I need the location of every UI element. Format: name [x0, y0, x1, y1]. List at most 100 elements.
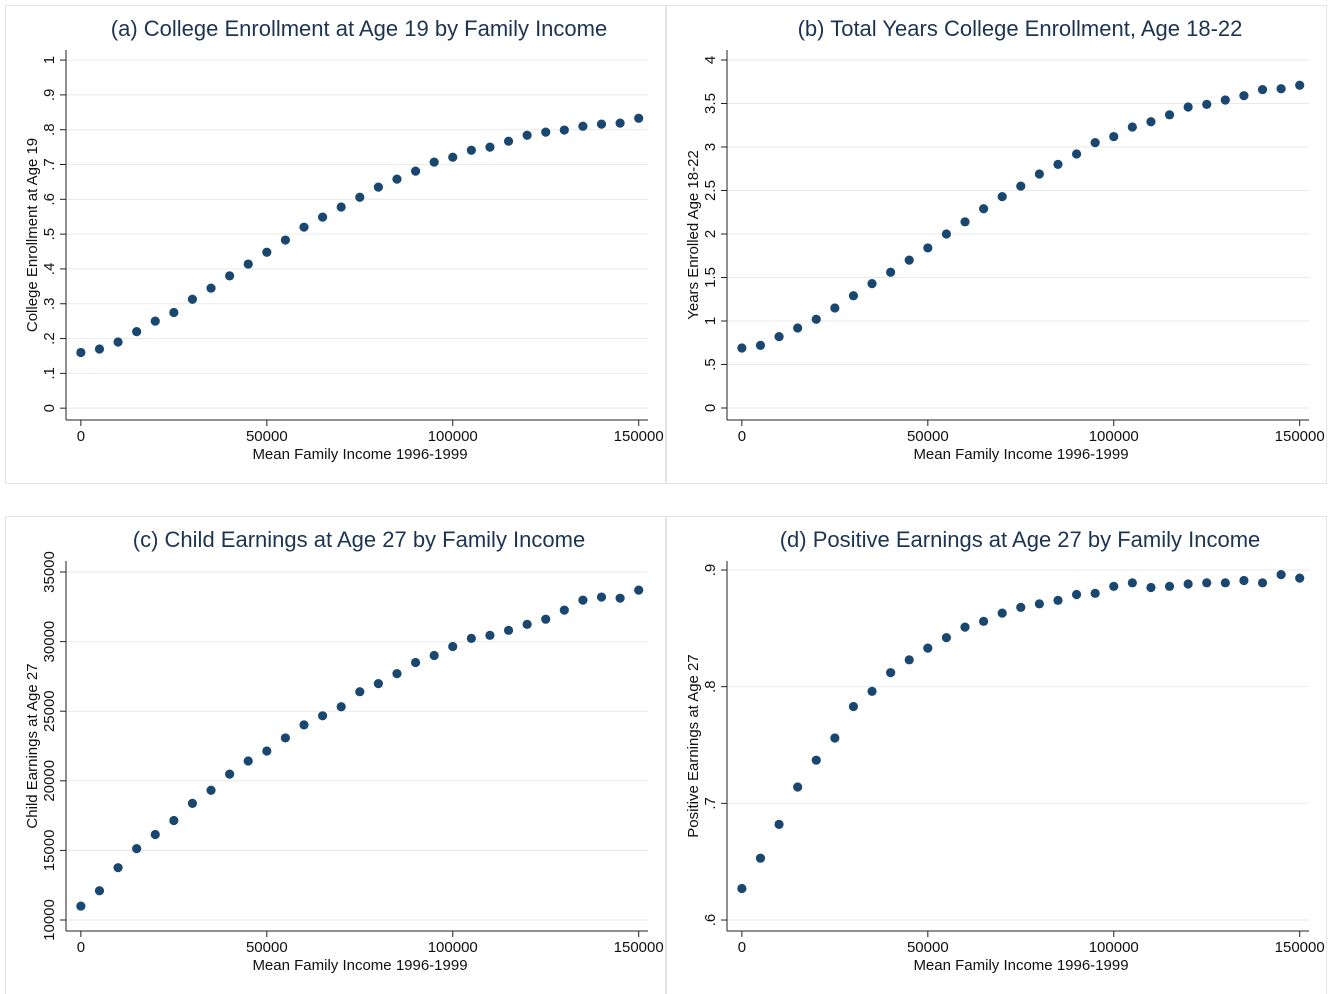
point [206, 785, 216, 795]
point [410, 166, 421, 176]
y-tick-label: .3 [41, 297, 58, 310]
point [410, 657, 421, 668]
x-tick-label: 100000 [428, 939, 478, 956]
point [774, 332, 784, 342]
y-tick-label: 3.5 [702, 93, 719, 114]
point [941, 633, 952, 643]
y-tick-label: .5 [702, 358, 719, 371]
point [318, 212, 328, 222]
point [886, 267, 896, 277]
point [1164, 581, 1175, 591]
panel: (d) Positive Earnings at Age 27 by Famil… [666, 516, 1327, 994]
panel-frame [5, 5, 666, 484]
point [1090, 588, 1100, 598]
point [429, 650, 439, 661]
point [830, 733, 840, 743]
y-tick-label: 2 [702, 230, 719, 238]
point [1164, 110, 1175, 120]
x-tick-label: 150000 [1275, 428, 1325, 445]
point [793, 323, 803, 333]
x-axis-label: Mean Family Income 1996-1999 [913, 957, 1128, 974]
x-tick-label: 0 [738, 939, 746, 956]
point [1183, 579, 1193, 589]
point [1257, 84, 1268, 95]
point [634, 585, 644, 595]
point [1202, 99, 1212, 109]
point [1127, 578, 1137, 588]
y-tick-label: 1 [702, 317, 719, 325]
point [113, 863, 123, 873]
y-tick-label: .5 [41, 228, 58, 241]
point [392, 669, 402, 679]
chart-title: (a) College Enrollment at Age 19 by Fami… [111, 16, 607, 41]
y-tick-label: .6 [41, 193, 58, 206]
point [280, 733, 291, 743]
point [336, 202, 346, 212]
point [522, 619, 532, 629]
point [113, 337, 123, 347]
point [1090, 138, 1100, 148]
point [1220, 578, 1230, 588]
point [811, 314, 821, 324]
point [960, 217, 970, 227]
y-tick-label: 0 [41, 404, 58, 412]
panel-frame [5, 516, 666, 994]
point [373, 182, 383, 192]
point [243, 259, 253, 269]
point [811, 755, 821, 765]
point [355, 687, 365, 697]
point [429, 157, 439, 167]
point [997, 191, 1007, 202]
point [1239, 575, 1249, 586]
point [318, 711, 328, 721]
point [1034, 599, 1044, 609]
y-tick-label: 1.5 [702, 267, 719, 288]
y-tick-label: 10000 [41, 899, 58, 941]
point [522, 130, 532, 140]
panel: (a) College Enrollment at Age 19 by Fami… [5, 5, 666, 484]
y-tick-label: 20000 [41, 760, 58, 802]
x-axis-label: Mean Family Income 1996-1999 [913, 446, 1128, 463]
chart-title: (b) Total Years College Enrollment, Age … [798, 16, 1243, 41]
y-tick-label: 0 [702, 404, 719, 412]
point [1183, 102, 1193, 112]
point [848, 291, 859, 301]
point [206, 283, 216, 293]
point [941, 229, 952, 239]
y-tick-label: .2 [41, 332, 58, 345]
x-tick-label: 150000 [1275, 939, 1325, 956]
point [1146, 582, 1156, 593]
point [503, 136, 514, 146]
y-tick-label: .8 [41, 123, 58, 136]
point [737, 343, 747, 353]
point [299, 720, 309, 730]
y-tick-label: .9 [41, 89, 58, 102]
point [132, 843, 142, 854]
y-axis-label: Child Earnings at Age 27 [24, 663, 41, 828]
point [1053, 595, 1063, 605]
panel: (b) Total Years College Enrollment, Age … [666, 5, 1327, 484]
point [541, 127, 551, 137]
point [262, 247, 272, 257]
point [755, 340, 766, 350]
point [979, 204, 989, 214]
x-tick-label: 100000 [1089, 939, 1139, 956]
y-tick-label: .9 [702, 564, 719, 577]
x-tick-label: 100000 [428, 428, 478, 445]
y-tick-label: .6 [702, 914, 719, 927]
point [392, 174, 402, 184]
point [1071, 589, 1082, 600]
point [1127, 122, 1137, 132]
point [1276, 570, 1286, 580]
y-tick-label: 3 [702, 143, 719, 151]
x-tick-label: 50000 [246, 428, 288, 445]
y-tick-label: .4 [41, 263, 58, 276]
y-axis-label: College Enrollment at Age 19 [24, 138, 41, 332]
point [485, 142, 495, 152]
y-axis-label: Positive Earnings at Age 27 [685, 654, 702, 837]
point [578, 595, 588, 605]
point [774, 819, 784, 829]
point [596, 592, 607, 602]
y-tick-label: .7 [702, 797, 719, 810]
